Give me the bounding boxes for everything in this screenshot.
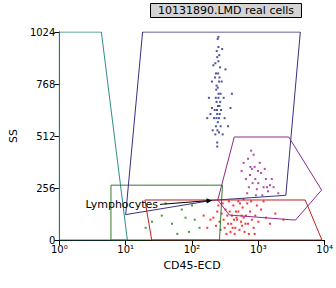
svg-text:768: 768 [36, 79, 55, 90]
svg-text:256: 256 [36, 183, 55, 194]
svg-text:10131890.LMD real cells: 10131890.LMD real cells [158, 4, 294, 17]
svg-text:SS: SS [7, 129, 20, 143]
svg-text:CD45-ECD: CD45-ECD [163, 259, 220, 272]
svg-text:10²: 10² [184, 244, 201, 255]
svg-text:10³: 10³ [250, 244, 267, 255]
svg-text:0: 0 [49, 234, 56, 246]
svg-text:Lymphocytes: Lymphocytes [86, 198, 159, 211]
svg-text:10⁴: 10⁴ [316, 244, 333, 255]
svg-text:512: 512 [36, 131, 55, 142]
svg-text:10¹: 10¹ [117, 244, 134, 255]
svg-text:10⁰: 10⁰ [51, 244, 68, 255]
svg-text:1024: 1024 [30, 27, 55, 38]
